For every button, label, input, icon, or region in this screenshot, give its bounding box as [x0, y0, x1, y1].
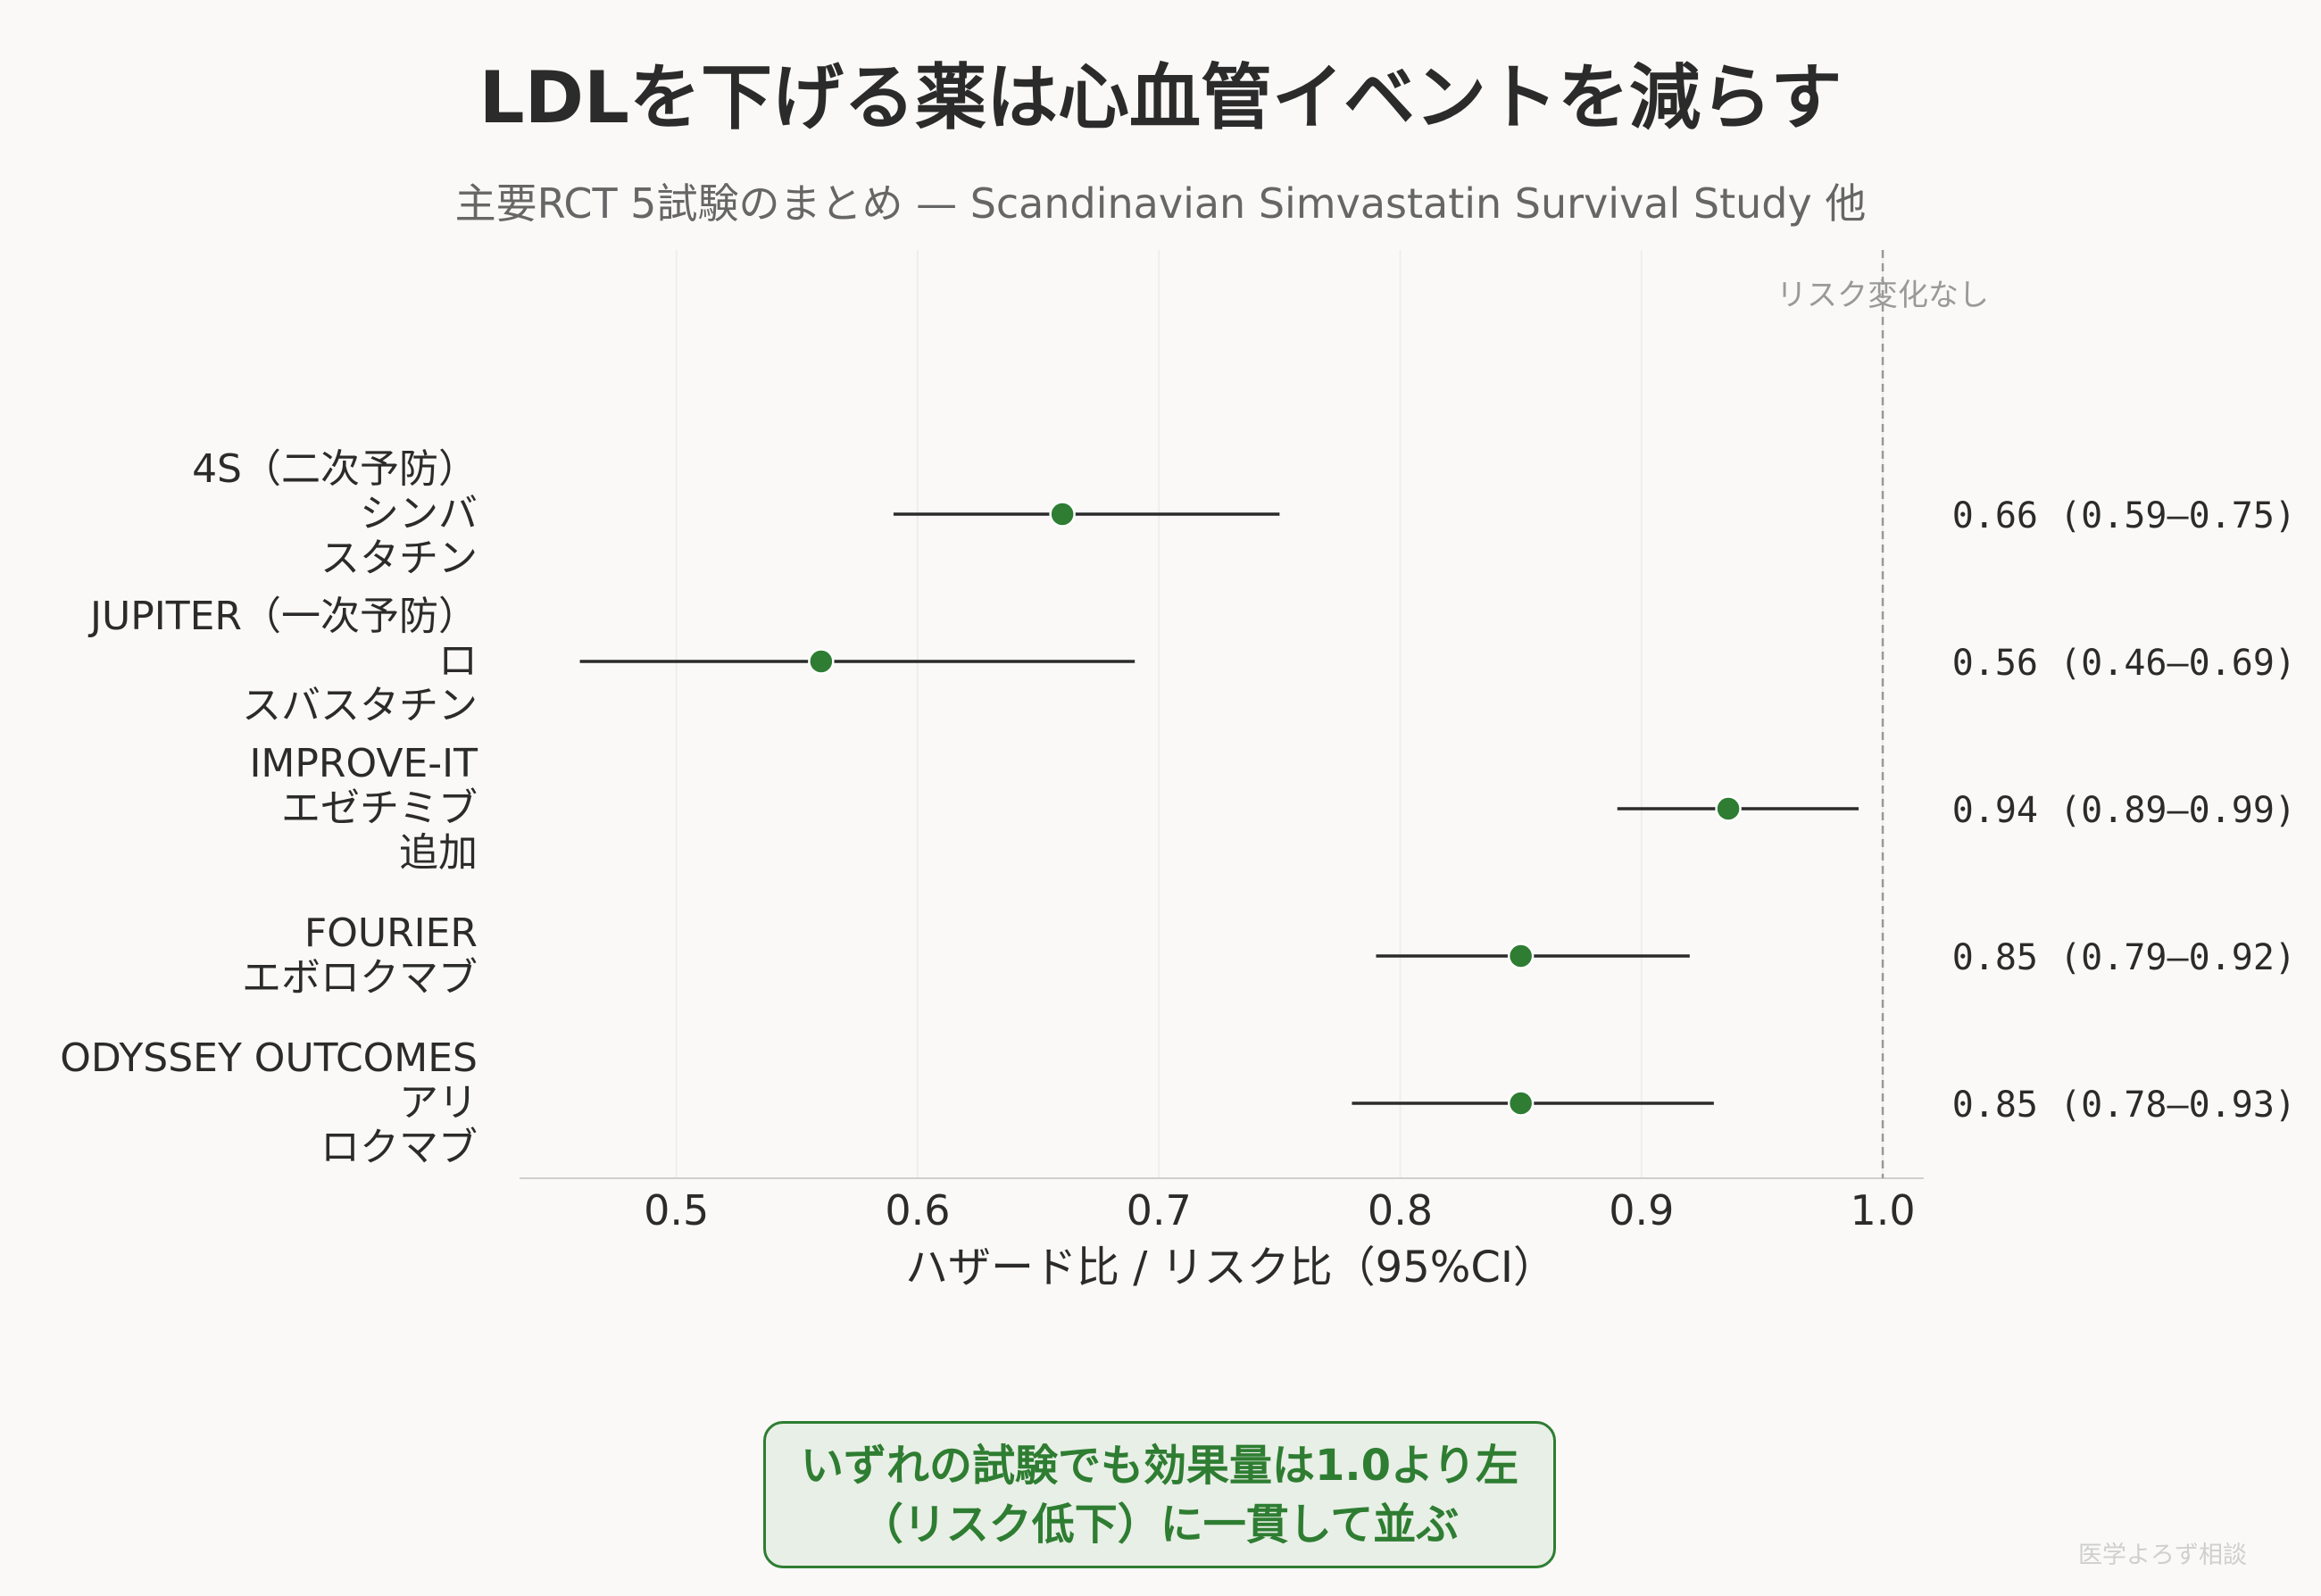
- value-label: 0.85 (0.79–0.92): [1952, 937, 2296, 978]
- study-label: エゼチミブ: [281, 786, 478, 831]
- study-label: エボロクマブ: [242, 955, 478, 1001]
- callout-line-2: （リスク低下）に一貫して並ぶ: [860, 1499, 1460, 1550]
- x-tick-label: 0.8: [1368, 1186, 1433, 1234]
- x-axis-label: ハザード比 / リスク比（95%CI）: [905, 1243, 1556, 1293]
- study-label: 追加: [399, 830, 478, 876]
- study-label: アリ: [399, 1080, 478, 1126]
- watermark: 医学よろず相談: [2078, 1542, 2247, 1569]
- estimate-point: [808, 648, 835, 675]
- value-label: 0.56 (0.46–0.69): [1952, 643, 2296, 684]
- estimate-point: [1507, 943, 1535, 969]
- study-label: 4S（二次予防）: [192, 446, 478, 492]
- study-label: シンバ: [360, 491, 478, 536]
- study-label: ロ: [438, 638, 478, 684]
- summary-callout: いずれの試験でも効果量は1.0より左 （リスク低下）に一貫して並ぶ: [763, 1421, 1556, 1568]
- reference-line-label: リスク変化なし: [1776, 278, 1989, 313]
- value-label: 0.85 (0.78–0.93): [1952, 1085, 2296, 1126]
- study-label: スタチン: [320, 536, 478, 581]
- study-label: スバスタチン: [242, 683, 478, 728]
- estimate-point: [1049, 501, 1076, 528]
- x-tick-label: 1.0: [1850, 1186, 1915, 1234]
- estimate-point: [1507, 1090, 1535, 1117]
- study-label: ODYSSEY OUTCOMES: [60, 1035, 478, 1081]
- x-tick-label: 0.9: [1609, 1186, 1674, 1234]
- chart-subtitle: 主要RCT 5試験のまとめ — Scandinavian Simvastatin…: [454, 179, 1867, 228]
- estimate-point: [1715, 795, 1742, 822]
- study-label: JUPITER（一次予防）: [87, 594, 478, 639]
- study-label: ロクマブ: [320, 1125, 478, 1170]
- chart-title: LDLを下げる薬は心血管イベントを減らす: [478, 56, 1843, 139]
- study-label: IMPROVE-IT: [249, 741, 478, 786]
- x-tick-label: 0.5: [644, 1186, 709, 1234]
- value-label: 0.66 (0.59–0.75): [1952, 495, 2296, 536]
- callout-line-1: いずれの試験でも効果量は1.0より左: [800, 1440, 1519, 1491]
- value-label: 0.94 (0.89–0.99): [1952, 790, 2296, 831]
- x-tick-label: 0.7: [1127, 1186, 1192, 1234]
- study-label: FOURIER: [304, 910, 478, 956]
- x-tick-label: 0.6: [885, 1186, 950, 1234]
